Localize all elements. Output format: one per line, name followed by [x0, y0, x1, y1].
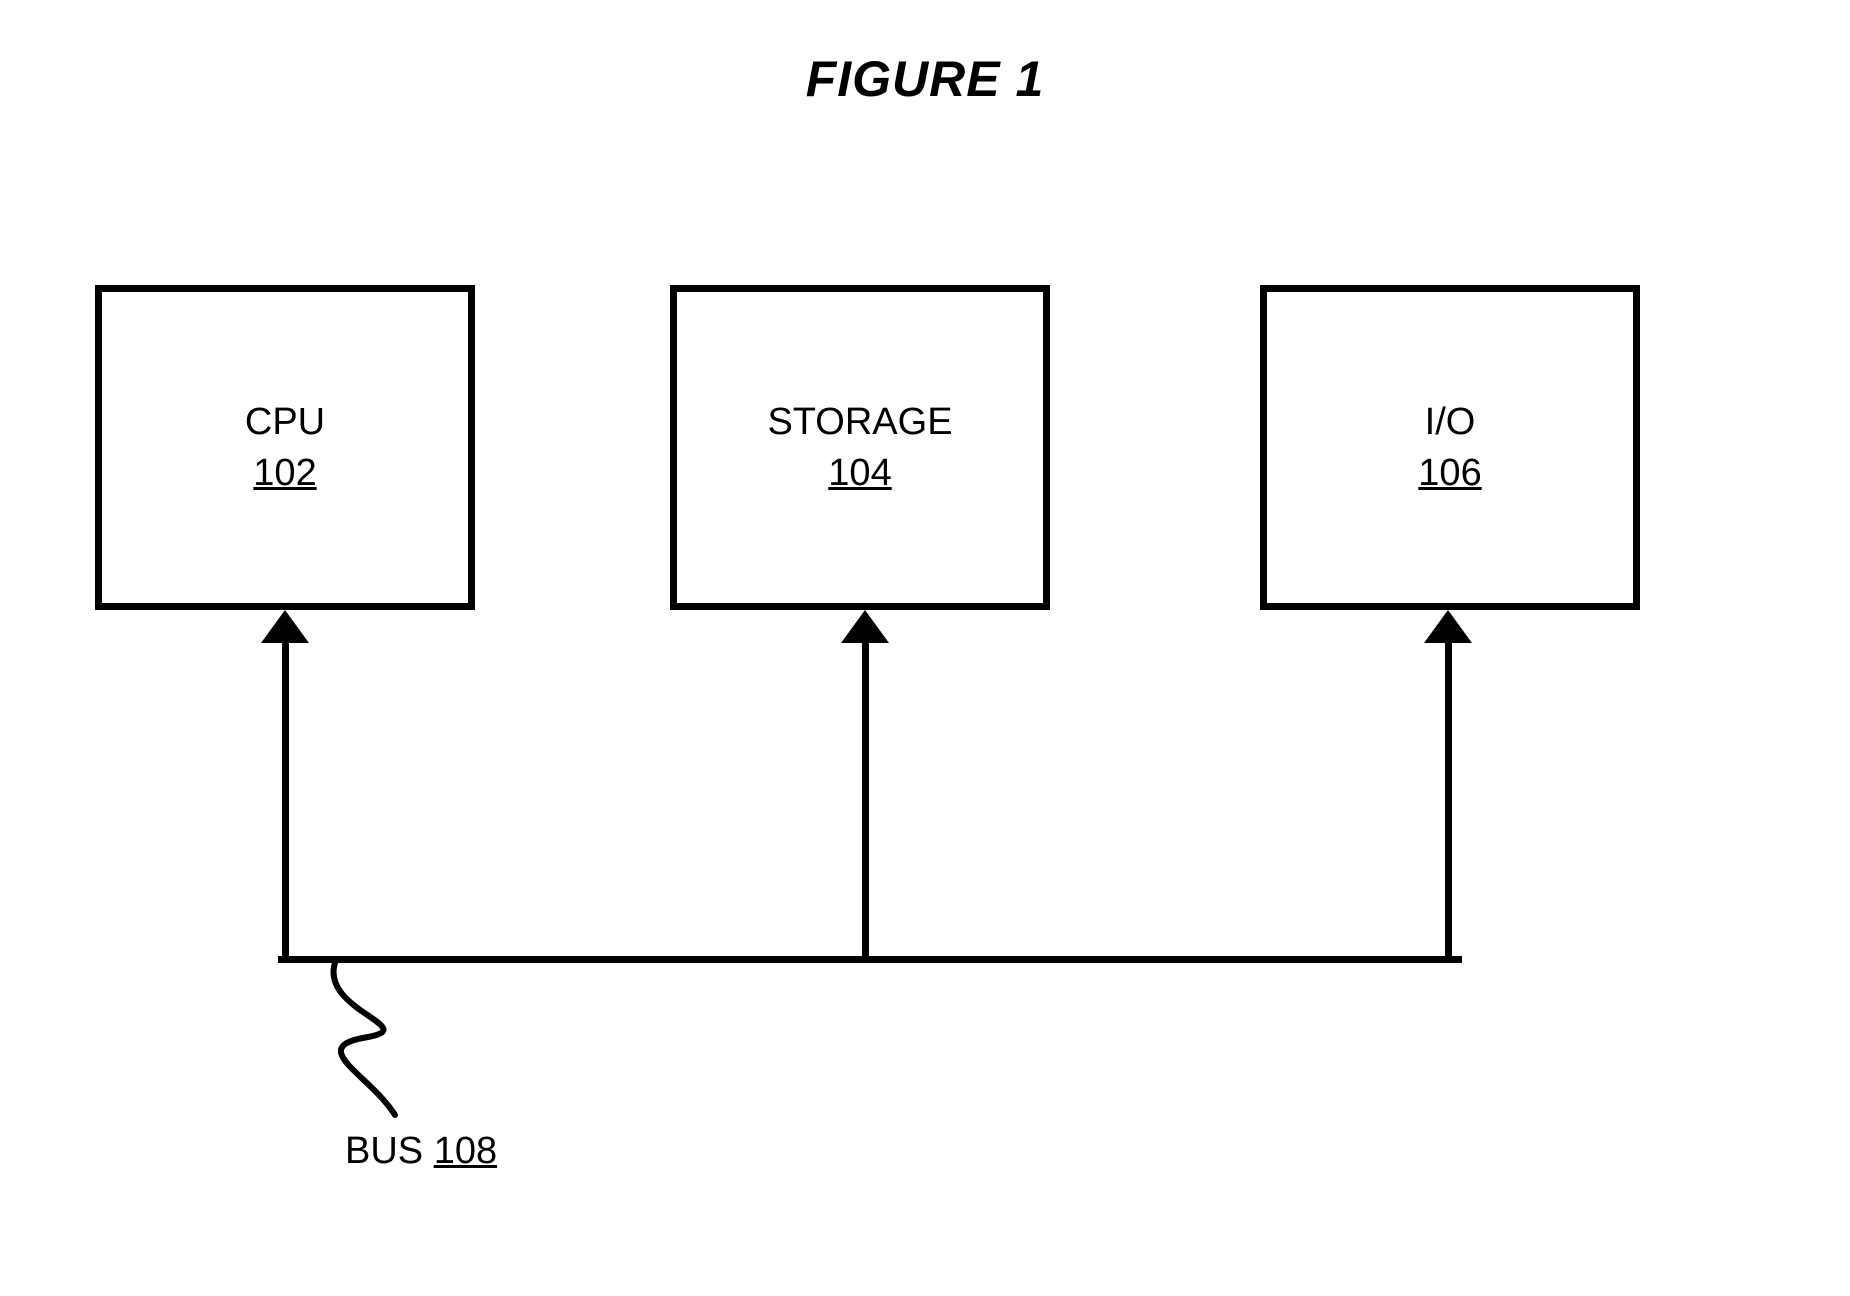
cpu-box: CPU 102	[95, 285, 475, 610]
figure-title: FIGURE 1	[806, 50, 1045, 108]
bus-label: BUS 108	[345, 1130, 497, 1173]
storage-label: STORAGE	[767, 401, 952, 444]
arrow-cpu-head	[261, 610, 309, 643]
bus-line	[278, 956, 1462, 963]
io-label: I/O	[1425, 401, 1476, 444]
arrow-io-head	[1424, 610, 1472, 643]
storage-box: STORAGE 104	[670, 285, 1050, 610]
arrow-storage-head	[841, 610, 889, 643]
io-number: 106	[1418, 452, 1481, 495]
arrow-cpu-line	[282, 634, 289, 963]
cpu-label: CPU	[245, 401, 325, 444]
bus-label-prefix: BUS	[345, 1130, 434, 1172]
storage-number: 104	[828, 452, 891, 495]
cpu-number: 102	[253, 452, 316, 495]
bus-label-connector	[296, 920, 435, 1155]
io-box: I/O 106	[1260, 285, 1640, 610]
bus-label-number: 108	[434, 1130, 497, 1172]
arrow-io-line	[1445, 634, 1452, 963]
arrow-storage-line	[862, 634, 869, 963]
